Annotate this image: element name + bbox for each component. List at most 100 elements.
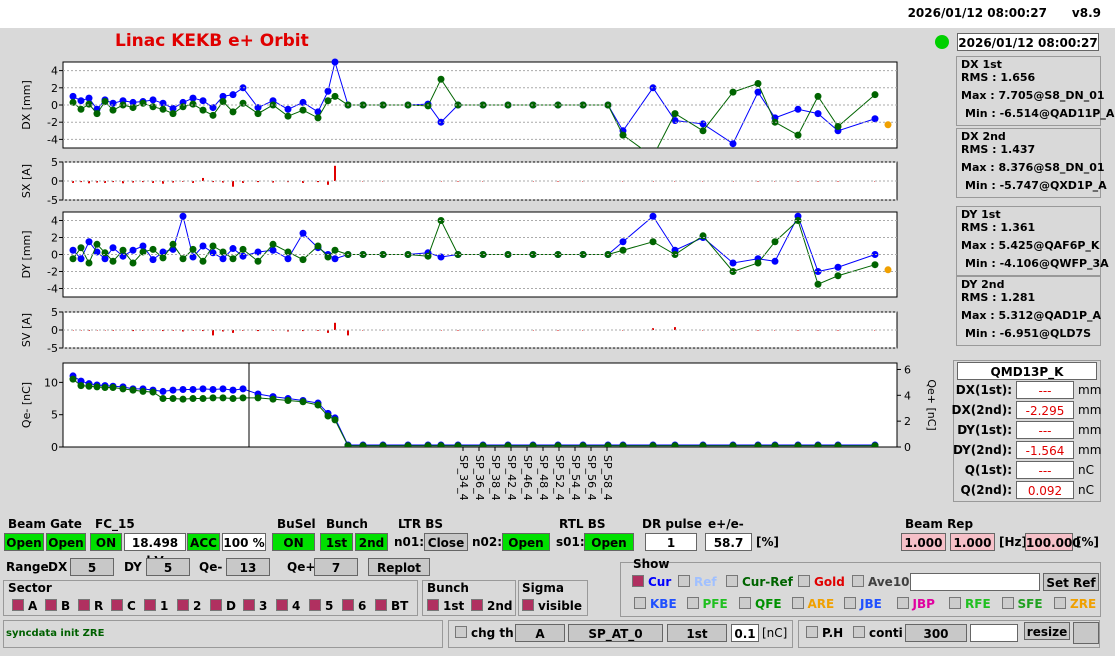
sector-checkbox[interactable]: 6 — [342, 597, 366, 615]
checkbox[interactable] — [427, 599, 439, 611]
point — [159, 395, 167, 403]
checkbox[interactable] — [111, 599, 123, 611]
checkbox[interactable] — [471, 599, 483, 611]
point — [109, 99, 117, 107]
checkbox-item[interactable]: 1st — [427, 597, 464, 615]
checkbox-item[interactable]: JBP — [896, 595, 935, 613]
checkbox[interactable] — [791, 597, 804, 609]
checkbox[interactable] — [632, 575, 644, 587]
checkbox[interactable] — [853, 626, 865, 638]
fc-mode[interactable]: ACC — [187, 533, 220, 551]
checkbox[interactable] — [949, 597, 961, 609]
gate-button[interactable]: Open — [4, 533, 44, 551]
checkbox[interactable] — [678, 575, 690, 587]
point — [101, 255, 109, 263]
ref-input[interactable] — [910, 573, 1040, 591]
range-dropdown[interactable]: 5 — [70, 558, 114, 576]
checkbox[interactable] — [634, 597, 646, 609]
checkbox[interactable] — [375, 599, 387, 611]
sector-checkbox[interactable]: BT — [375, 597, 408, 615]
checkbox[interactable] — [45, 599, 57, 611]
sector-checkbox[interactable]: B — [45, 597, 70, 615]
checkbox-item[interactable]: ARE — [791, 595, 834, 613]
sector-checkbox[interactable]: C — [111, 597, 136, 615]
checkbox-item[interactable]: 2nd — [471, 597, 512, 615]
count-input[interactable] — [970, 624, 1018, 642]
fc-state[interactable]: ON — [90, 533, 122, 551]
resize-button[interactable]: resize — [1024, 622, 1070, 640]
checkbox-item[interactable]: Gold — [798, 573, 845, 591]
n01-button[interactable]: Close — [424, 533, 468, 551]
n02-button[interactable]: Open — [502, 533, 550, 551]
checkbox[interactable] — [78, 599, 90, 611]
checkbox-item[interactable]: SFE — [1001, 595, 1043, 613]
checkbox[interactable] — [309, 599, 321, 611]
element-dropdown[interactable]: SP_AT_0 — [568, 624, 663, 642]
camera-button[interactable] — [1073, 622, 1099, 644]
count-dropdown[interactable]: 300 — [905, 624, 967, 642]
sector-checkbox[interactable]: A — [12, 597, 37, 615]
checkbox-item[interactable]: Ave10 — [852, 573, 910, 591]
checkbox-item[interactable]: Cur — [632, 573, 671, 591]
checkbox-item[interactable]: conti — [853, 624, 903, 642]
checkbox[interactable] — [177, 599, 189, 611]
bunch-dropdown[interactable]: 1st — [667, 624, 727, 642]
sector-checkbox[interactable]: 3 — [243, 597, 267, 615]
checkbox[interactable] — [896, 597, 909, 609]
sector-checkbox[interactable]: 1 — [144, 597, 168, 615]
sector-checkbox[interactable]: D — [210, 597, 236, 615]
mode-dropdown[interactable]: A — [515, 624, 565, 642]
checkbox[interactable] — [806, 626, 818, 638]
point — [814, 442, 822, 447]
threshold-input[interactable]: 0.1 — [731, 624, 759, 642]
checkbox-item[interactable]: KBE — [634, 595, 677, 613]
checkbox[interactable] — [522, 599, 534, 611]
checkbox-label: conti — [869, 626, 903, 640]
checkbox[interactable] — [144, 599, 156, 611]
checkbox-item[interactable]: P.H — [806, 624, 843, 642]
point — [239, 385, 247, 393]
replot-button[interactable]: Replot — [368, 558, 430, 576]
checkbox-item[interactable]: PFE — [686, 595, 728, 613]
sector-checkbox[interactable]: 5 — [309, 597, 333, 615]
set-ref-button[interactable]: Set Ref — [1043, 573, 1099, 591]
s01-button[interactable]: Open — [584, 533, 634, 551]
checkbox[interactable] — [276, 599, 288, 611]
checkbox-item[interactable]: chg th — [455, 624, 514, 642]
range-dropdown[interactable]: 7 — [314, 558, 358, 576]
gate-button[interactable]: Open — [46, 533, 86, 551]
checkbox[interactable] — [1001, 597, 1014, 609]
checkbox-item[interactable]: JBE — [844, 595, 882, 613]
bunch-button[interactable]: 2nd — [355, 533, 388, 551]
point — [159, 254, 167, 262]
checkbox-item[interactable]: Ref — [678, 573, 717, 591]
point — [239, 394, 247, 402]
bar — [287, 181, 289, 183]
checkbox[interactable] — [726, 575, 738, 587]
range-dropdown[interactable]: 5 — [146, 558, 190, 576]
sector-label: A — [28, 599, 38, 613]
sector-checkbox[interactable]: R — [78, 597, 103, 615]
checkbox-item[interactable]: Cur-Ref — [726, 573, 793, 591]
point — [149, 245, 157, 253]
checkbox-item[interactable]: QFE — [739, 595, 782, 613]
checkbox[interactable] — [342, 599, 354, 611]
bunch-button[interactable]: 1st — [320, 533, 353, 551]
checkbox-item[interactable]: visible — [522, 597, 582, 615]
checkbox[interactable] — [852, 575, 864, 587]
checkbox[interactable] — [844, 597, 856, 609]
sector-checkbox[interactable]: 2 — [177, 597, 201, 615]
busel-state[interactable]: ON — [272, 533, 315, 551]
checkbox[interactable] — [12, 599, 24, 611]
checkbox-item[interactable]: RFE — [949, 595, 991, 613]
checkbox[interactable] — [686, 597, 699, 609]
range-dropdown[interactable]: 13 — [226, 558, 270, 576]
checkbox-item[interactable]: ZRE — [1054, 595, 1096, 613]
checkbox[interactable] — [210, 599, 222, 611]
checkbox[interactable] — [1054, 597, 1066, 609]
checkbox[interactable] — [798, 575, 810, 587]
checkbox[interactable] — [243, 599, 255, 611]
checkbox[interactable] — [455, 626, 467, 638]
sector-checkbox[interactable]: 4 — [276, 597, 300, 615]
checkbox[interactable] — [739, 597, 751, 609]
